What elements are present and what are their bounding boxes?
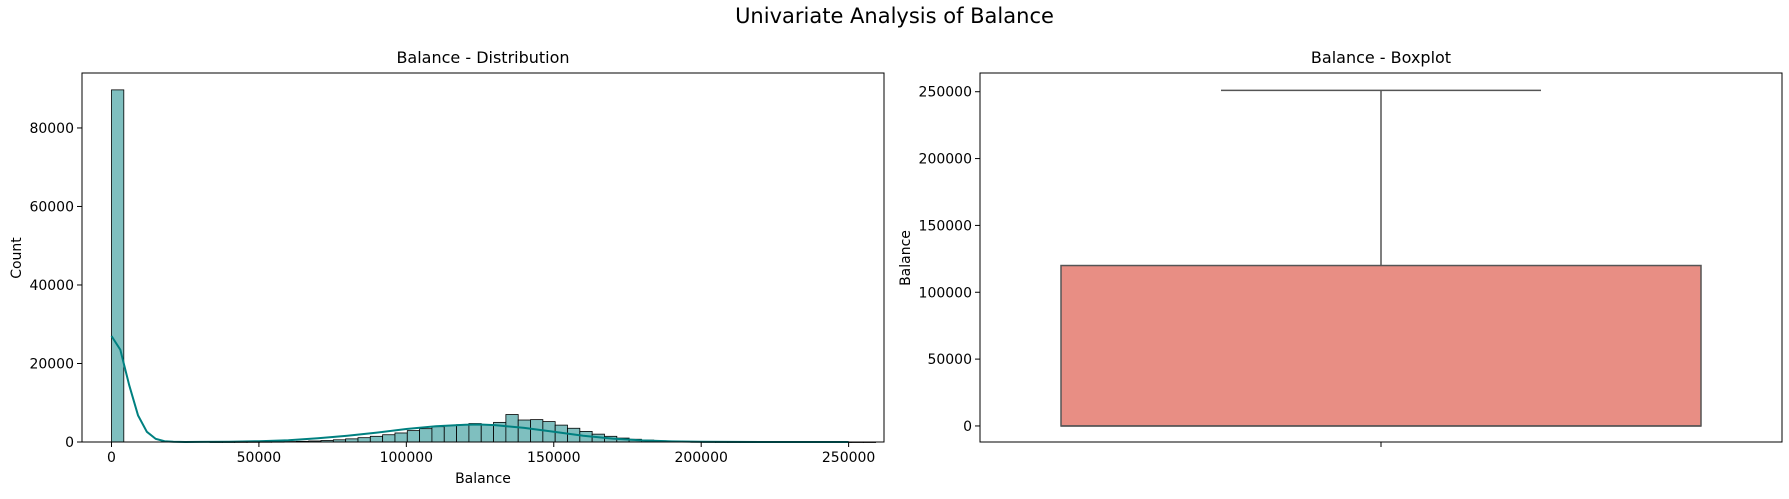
histogram-x-tick-label: 250000 xyxy=(822,450,875,466)
histogram-x-axis-label: Balance xyxy=(455,471,511,487)
histogram-bar xyxy=(382,434,396,443)
boxplot-y-tick-label: 50000 xyxy=(927,352,972,368)
histogram-bar xyxy=(431,426,445,443)
histogram-x-tick-label: 50000 xyxy=(237,450,282,466)
histogram-bar xyxy=(456,424,470,443)
boxplot-panel: Balance - Boxplot 0 50000 100000 150000 2000… xyxy=(898,48,1783,447)
histogram-bar xyxy=(357,437,371,443)
histogram-title: Balance - Distribution xyxy=(396,48,569,67)
histogram-x-tick-label: 200000 xyxy=(674,450,727,466)
histogram-x-tick-label: 150000 xyxy=(527,450,580,466)
boxplot-box xyxy=(1060,264,1702,427)
histogram-bar xyxy=(369,435,384,443)
histogram-x-tick-label: 100000 xyxy=(380,450,433,466)
histogram-y-tick-label: 0 xyxy=(65,435,74,451)
histogram-kde-line xyxy=(110,335,849,444)
histogram-bar xyxy=(406,430,421,443)
histogram-x-tick-label: 0 xyxy=(107,450,116,466)
histogram-y-tick-label: 20000 xyxy=(29,356,74,372)
histogram-y-tick-label: 60000 xyxy=(29,199,74,215)
boxplot-title: Balance - Boxplot xyxy=(1311,48,1451,67)
histogram-bar xyxy=(505,414,519,443)
histogram-bar xyxy=(480,424,494,443)
histogram-y-axis-label: Count xyxy=(9,237,25,279)
histogram-bar xyxy=(111,89,125,443)
histogram-axes-frame xyxy=(81,72,885,443)
boxplot-y-tick-label: 0 xyxy=(963,419,972,435)
histogram-bar xyxy=(468,423,482,443)
histogram-bar xyxy=(517,419,531,443)
histogram-y-tick-label: 40000 xyxy=(29,278,74,294)
histogram-y-tick-label: 80000 xyxy=(29,121,74,137)
boxplot-y-ticks: 0 50000 100000 150000 200000 250000 xyxy=(919,85,980,435)
boxplot-y-axis-label: Balance xyxy=(898,230,914,286)
boxplot-y-tick-label: 100000 xyxy=(919,285,972,301)
histogram-bars xyxy=(111,89,877,443)
histogram-y-ticks: 0 20000 40000 60000 80000 xyxy=(29,121,82,451)
boxplot-y-tick-label: 250000 xyxy=(919,85,972,101)
boxplot-y-tick-label: 200000 xyxy=(919,152,972,168)
histogram-bar xyxy=(394,432,408,443)
histogram-panel: Balance - Distribution 0 50000 100000 15000… xyxy=(9,48,885,487)
histogram-bar xyxy=(443,425,457,443)
figure-suptitle: Univariate Analysis of Balance xyxy=(735,4,1054,28)
histogram-bar xyxy=(419,428,433,443)
boxplot-y-tick-label: 150000 xyxy=(919,218,972,234)
histogram-x-ticks: 0 50000 100000 150000 200000 250000 xyxy=(107,442,875,466)
